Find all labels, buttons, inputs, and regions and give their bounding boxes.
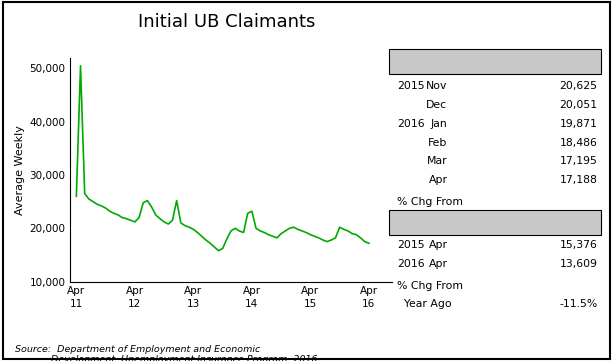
Text: Development, Unemployment Insurance Program, 2016: Development, Unemployment Insurance Prog… — [15, 355, 318, 361]
Text: 20,051: 20,051 — [560, 100, 598, 110]
Text: Apr: Apr — [428, 175, 447, 185]
Text: 15,376: 15,376 — [560, 240, 598, 250]
Text: 19,871: 19,871 — [560, 119, 598, 129]
Text: unadjusted: unadjusted — [466, 217, 527, 227]
Text: 17,195: 17,195 — [560, 156, 598, 166]
Text: 20,625: 20,625 — [560, 81, 598, 91]
Text: 13,609: 13,609 — [560, 259, 598, 269]
Text: % Chg From: % Chg From — [397, 281, 463, 291]
Text: 2015: 2015 — [397, 81, 425, 91]
Text: Mar: Mar — [427, 156, 447, 166]
Text: Month Ago: Month Ago — [397, 215, 460, 225]
Text: % Chg From: % Chg From — [397, 197, 463, 208]
Y-axis label: Average Weekly: Average Weekly — [15, 125, 26, 214]
Text: Year Ago: Year Ago — [397, 299, 452, 309]
Text: 2015: 2015 — [397, 240, 425, 250]
Text: -11.5%: -11.5% — [560, 299, 598, 309]
Text: seasonally adjusted: seasonally adjusted — [443, 57, 550, 67]
Text: 17,188: 17,188 — [560, 175, 598, 185]
Text: 0.0: 0.0 — [581, 215, 598, 225]
Text: Apr: Apr — [428, 240, 447, 250]
Text: 2016: 2016 — [397, 259, 425, 269]
Text: Source:  Department of Employment and Economic: Source: Department of Employment and Eco… — [15, 345, 261, 354]
Text: Dec: Dec — [427, 100, 447, 110]
Text: Apr: Apr — [428, 259, 447, 269]
Text: Jan: Jan — [431, 119, 447, 129]
Text: 18,486: 18,486 — [560, 138, 598, 148]
Text: 2016: 2016 — [397, 119, 425, 129]
Text: Initial UB Claimants: Initial UB Claimants — [138, 13, 316, 31]
Text: Feb: Feb — [428, 138, 447, 148]
Text: Nov: Nov — [426, 81, 447, 91]
